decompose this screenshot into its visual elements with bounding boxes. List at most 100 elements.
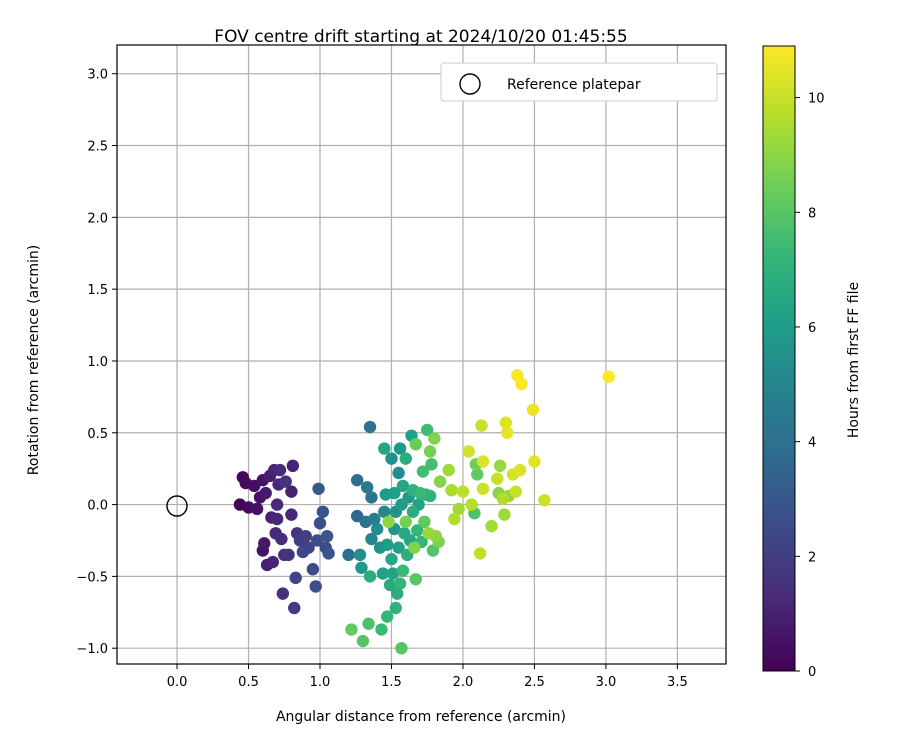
scatter-point xyxy=(442,463,455,477)
scatter-point xyxy=(378,442,391,455)
x-tick-label: 0.5 xyxy=(238,675,259,690)
scatter-point xyxy=(526,403,540,416)
scatter-point xyxy=(360,481,374,494)
scatter-point xyxy=(276,587,290,600)
scatter-point xyxy=(538,494,551,507)
x-axis-label: Angular distance from reference (arcmin) xyxy=(276,709,566,725)
scatter-point xyxy=(392,466,405,480)
scatter-point xyxy=(418,515,431,529)
scatter-point xyxy=(396,564,410,577)
scatter-point xyxy=(286,459,300,473)
scatter-point xyxy=(270,498,284,511)
x-tick-label: 1.0 xyxy=(310,675,331,690)
scatter-point xyxy=(275,532,288,546)
scatter-point xyxy=(370,522,384,536)
scatter-point xyxy=(365,491,378,504)
scatter-point xyxy=(421,423,434,437)
scatter-point xyxy=(389,601,402,615)
chart-title: FOV centre drift starting at 2024/10/20 … xyxy=(214,27,627,47)
scatter-point xyxy=(395,498,408,511)
colorbar-tick-label: 4 xyxy=(808,436,816,451)
scatter-point xyxy=(393,442,407,455)
scatter-point xyxy=(320,529,334,543)
scatter-point xyxy=(485,519,498,533)
scatter-point xyxy=(353,548,367,562)
scatter-point xyxy=(345,623,358,636)
colorbar-label: Hours from first FF file xyxy=(846,282,862,438)
scatter-point xyxy=(312,482,325,495)
scatter-point xyxy=(395,642,408,655)
scatter-point xyxy=(380,538,394,551)
scatter-point xyxy=(399,515,412,529)
scatter-point xyxy=(270,512,284,526)
scatter-point xyxy=(282,548,295,562)
scatter-point xyxy=(350,473,364,487)
y-tick-label: −1.0 xyxy=(76,642,108,657)
scatter-point xyxy=(422,527,435,540)
scatter-point xyxy=(491,472,504,485)
legend: Reference platepar xyxy=(440,62,718,102)
scatter-point xyxy=(356,634,370,648)
legend-marker xyxy=(459,73,481,95)
scatter-point xyxy=(363,570,377,583)
scatter-point xyxy=(259,486,272,500)
scatter-point xyxy=(416,465,430,478)
scatter-point xyxy=(398,527,411,540)
scatter-point xyxy=(310,534,324,547)
colorbar-tick-label: 6 xyxy=(808,321,816,336)
scatter-point xyxy=(380,610,394,623)
scatter-point xyxy=(528,455,541,468)
x-tick-label: 3.5 xyxy=(667,675,688,690)
scatter-point xyxy=(378,505,391,518)
grid-lines xyxy=(117,45,726,664)
scatter-point xyxy=(382,515,395,529)
scatter-point xyxy=(462,445,475,458)
colorbar: 0 2 4 6 8 10 Hours from first FF file xyxy=(762,45,862,680)
scatter-point xyxy=(476,482,490,495)
scatter-point xyxy=(433,475,447,488)
scatter-point xyxy=(309,580,322,593)
scatter-point xyxy=(602,370,615,383)
y-tick-label: 0.0 xyxy=(87,499,108,514)
plot-frame xyxy=(116,44,727,665)
scatter-point xyxy=(465,498,478,511)
scatter-point xyxy=(396,479,410,493)
scatter-point xyxy=(476,455,490,468)
colorbar-tick-label: 10 xyxy=(808,92,825,107)
y-tick-label: 0.5 xyxy=(87,427,108,442)
scatter-point xyxy=(409,573,422,586)
scatter-point xyxy=(406,505,420,518)
scatter-point xyxy=(428,432,441,445)
colorbar-tick-label: 0 xyxy=(808,665,816,680)
scatter-point xyxy=(306,563,320,576)
scatter-point xyxy=(368,512,381,526)
y-axis-label: Rotation from reference (arcmin) xyxy=(26,245,42,475)
scatter-point xyxy=(388,486,401,500)
scatter-point xyxy=(423,445,437,458)
scatter-point xyxy=(313,517,327,530)
scatter-point xyxy=(509,485,523,498)
scatter-point xyxy=(392,541,405,554)
colorbar-bar xyxy=(762,45,796,672)
scatter-point xyxy=(386,567,400,580)
scatter-point xyxy=(376,567,390,580)
scatter-point xyxy=(493,459,507,473)
scatter-point xyxy=(289,571,302,585)
y-tick-label: 1.5 xyxy=(87,283,108,298)
x-tick-label: 3.0 xyxy=(596,675,617,690)
colorbar-tick-label: 8 xyxy=(808,206,816,221)
scatter-point xyxy=(316,505,330,518)
scatter-point xyxy=(375,623,388,636)
scatter-point xyxy=(342,548,355,562)
scatter-point xyxy=(385,552,398,566)
scatter-point xyxy=(279,475,292,488)
scatter-point xyxy=(411,524,424,537)
scatter-point xyxy=(288,601,301,615)
scatter-point xyxy=(475,419,488,432)
legend-box xyxy=(440,62,718,102)
scatter-point xyxy=(452,502,465,516)
scatter-point xyxy=(322,547,335,560)
scatter-point xyxy=(393,577,407,590)
scatter-point xyxy=(355,561,368,574)
